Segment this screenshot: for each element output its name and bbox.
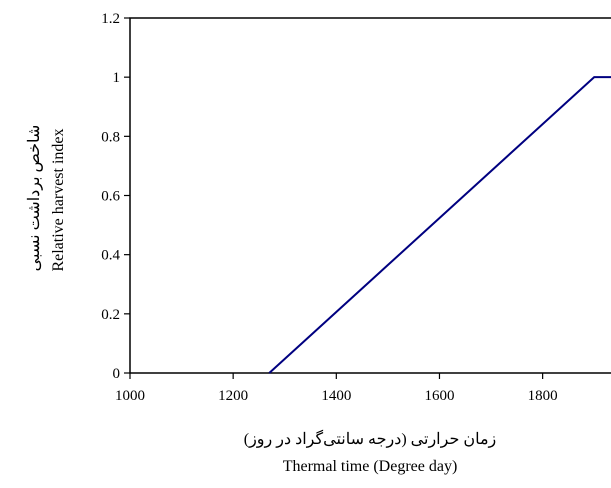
y-tick-label: 0.8 [101, 129, 120, 145]
y-tick-label: 0.6 [101, 189, 120, 205]
x-tick-label: 1000 [115, 388, 145, 404]
series-line-0 [268, 76, 611, 374]
y-tick-label: 0.4 [101, 248, 120, 264]
x-tick-label: 1200 [218, 388, 248, 404]
y-tick-label: 0 [113, 366, 121, 382]
y-axis-ticks: 0 0.2 0.4 0.6 0.8 1 1.2 [101, 11, 130, 382]
x-axis-title-persian: زمان حرارتی (درجه سانتی‌گراد در روز) [244, 429, 497, 448]
y-axis-title: Relative harvest index [50, 128, 67, 271]
x-axis-ticks: 1000 1200 1400 1600 1800 [115, 373, 558, 404]
y-tick-label: 0.2 [101, 307, 120, 323]
y-tick-label: 1.2 [101, 11, 120, 27]
y-axis-title-persian: شاخص برداشت نسبی [26, 125, 43, 272]
plot-area [129, 17, 611, 374]
y-tick-label: 1 [113, 70, 121, 86]
x-tick-label: 1800 [528, 388, 558, 404]
x-tick-label: 1400 [321, 388, 351, 404]
series-layer [268, 76, 611, 374]
x-tick-label: 1600 [424, 388, 454, 404]
x-axis-title: Thermal time (Degree day) [283, 458, 458, 475]
